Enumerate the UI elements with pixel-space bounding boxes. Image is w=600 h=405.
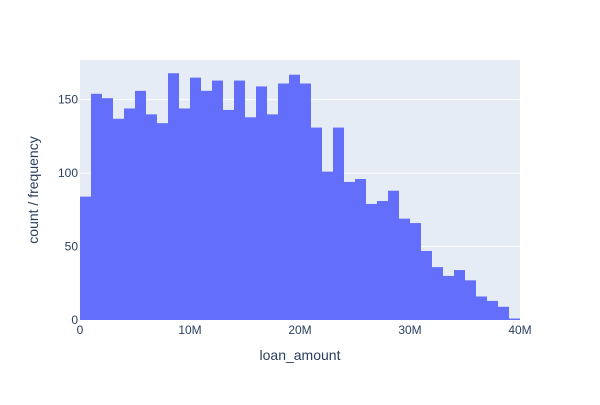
histogram-bar[interactable] bbox=[267, 114, 278, 320]
histogram-bar[interactable] bbox=[355, 178, 366, 320]
histogram-bar[interactable] bbox=[311, 127, 322, 320]
histogram-bar[interactable] bbox=[498, 306, 509, 320]
histogram-bar[interactable] bbox=[289, 74, 300, 320]
x-axis-title: loan_amount bbox=[260, 347, 341, 363]
histogram-bar[interactable] bbox=[300, 83, 311, 320]
histogram-bar[interactable] bbox=[245, 117, 256, 320]
x-tick-label: 10M bbox=[178, 323, 201, 337]
histogram-bar[interactable] bbox=[256, 86, 267, 321]
histogram-bar[interactable] bbox=[80, 196, 91, 320]
histogram-bar[interactable] bbox=[487, 300, 498, 320]
x-axis-ticks: 0 10M 20M 30M 40M bbox=[77, 323, 532, 337]
histogram-bar[interactable] bbox=[410, 223, 421, 320]
histogram-bar[interactable] bbox=[388, 190, 399, 320]
histogram-bar[interactable] bbox=[102, 98, 113, 320]
y-tick-label: 50 bbox=[65, 240, 79, 254]
histogram-bar[interactable] bbox=[113, 118, 124, 320]
y-tick-label: 0 bbox=[71, 313, 78, 327]
histogram-bar[interactable] bbox=[465, 280, 476, 320]
y-axis-title: count / frequency bbox=[25, 136, 41, 243]
histogram-bars bbox=[80, 73, 520, 321]
histogram-bar[interactable] bbox=[135, 90, 146, 320]
histogram-bar[interactable] bbox=[509, 318, 520, 320]
histogram-bar[interactable] bbox=[443, 275, 454, 320]
histogram-bar[interactable] bbox=[278, 83, 289, 320]
histogram-bar[interactable] bbox=[399, 218, 410, 320]
histogram-bar[interactable] bbox=[322, 171, 333, 320]
histogram-bar[interactable] bbox=[157, 123, 168, 320]
histogram-bar[interactable] bbox=[190, 77, 201, 320]
histogram-bar[interactable] bbox=[212, 80, 223, 320]
y-axis-ticks: 0 50 100 150 bbox=[58, 93, 78, 327]
x-tick-label: 20M bbox=[288, 323, 311, 337]
histogram-bar[interactable] bbox=[421, 250, 432, 320]
histogram-bar[interactable] bbox=[454, 270, 465, 320]
y-tick-label: 100 bbox=[58, 166, 78, 180]
histogram-bar[interactable] bbox=[234, 80, 245, 320]
histogram-bar[interactable] bbox=[146, 114, 157, 320]
histogram-bar[interactable] bbox=[432, 267, 443, 320]
x-tick-label: 40M bbox=[508, 323, 531, 337]
histogram-bar[interactable] bbox=[476, 296, 487, 320]
histogram-bar[interactable] bbox=[223, 109, 234, 320]
histogram-bar[interactable] bbox=[333, 127, 344, 320]
x-tick-label: 30M bbox=[398, 323, 421, 337]
y-tick-label: 150 bbox=[58, 93, 78, 107]
histogram-bar[interactable] bbox=[344, 181, 355, 320]
histogram-bar[interactable] bbox=[366, 203, 377, 320]
histogram-bar[interactable] bbox=[168, 73, 179, 320]
histogram-bar[interactable] bbox=[201, 90, 212, 320]
histogram-bar[interactable] bbox=[91, 93, 102, 320]
histogram-bar[interactable] bbox=[124, 108, 135, 320]
histogram-bar[interactable] bbox=[179, 108, 190, 320]
x-tick-label: 0 bbox=[77, 323, 84, 337]
histogram-bar[interactable] bbox=[377, 201, 388, 320]
